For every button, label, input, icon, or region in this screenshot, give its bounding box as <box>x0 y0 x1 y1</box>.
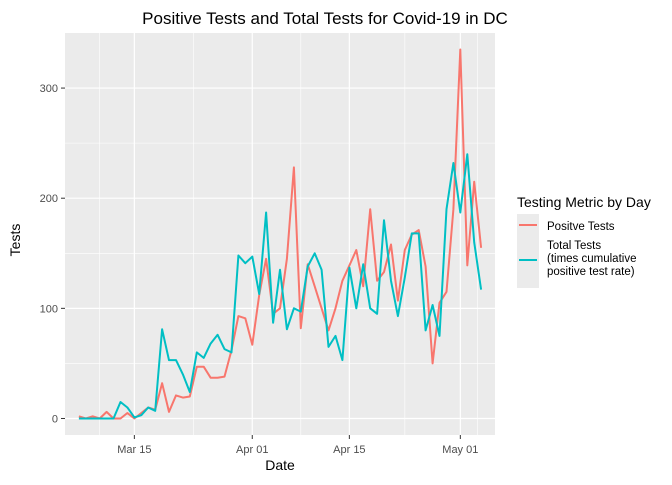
legend-title: Testing Metric by Day <box>517 194 651 210</box>
y-tick-label: 300 <box>40 83 58 95</box>
x-axis-ticks: Mar 15 Apr 01 Apr 15 May 01 <box>117 435 478 456</box>
x-tick-label: Apr 01 <box>236 444 268 456</box>
series-line-total <box>78 153 483 420</box>
legend-label-total: Total Tests (times cumulative positive tes… <box>547 240 636 278</box>
y-axis-label: Tests <box>7 224 23 257</box>
plot-panel <box>65 33 495 435</box>
x-tick-label: Apr 15 <box>333 444 365 456</box>
series-lines <box>78 48 483 420</box>
x-axis-label: Date <box>265 457 295 473</box>
y-axis-ticks: 0 100 200 300 <box>40 83 65 425</box>
y-tick-label: 200 <box>40 193 58 205</box>
chart-title: Positive Tests and Total Tests for Covid… <box>142 9 508 28</box>
y-tick-label: 100 <box>40 303 58 315</box>
x-tick-label: Mar 15 <box>117 444 151 456</box>
legend-key-total <box>517 236 539 288</box>
legend: Testing Metric by Day Positve Tests Tota… <box>517 194 651 288</box>
y-tick-label: 0 <box>52 413 58 425</box>
x-tick-label: May 01 <box>442 444 478 456</box>
legend-label-positive: Positve Tests <box>547 221 615 233</box>
